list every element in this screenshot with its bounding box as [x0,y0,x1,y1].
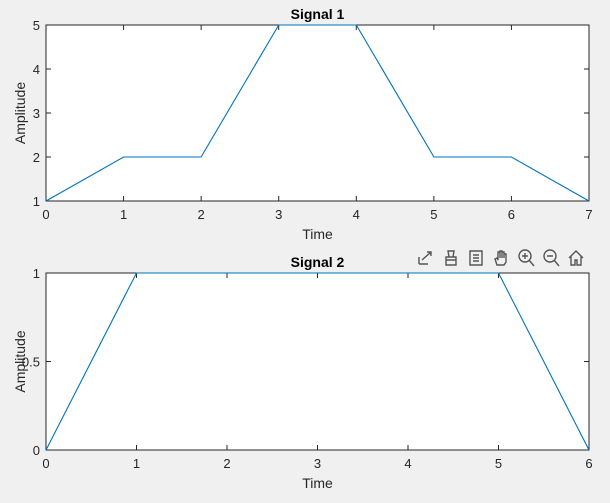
ticks: 0 1 2 3 4 5 6 0 0.5 1 [22,266,593,471]
x-tick-label: 6 [508,207,515,222]
x-tick-label: 2 [223,456,230,471]
legend-icon[interactable] [466,248,486,268]
export-icon[interactable] [416,248,436,268]
brush-icon[interactable] [441,248,461,268]
y-tick-label: 0 [33,443,40,458]
x-axis-label: Time [302,475,333,491]
axes-signal-2: 0 1 2 3 4 5 6 0 0.5 1 Signal 2 Time Amplitude [12,254,593,491]
plot-area [45,272,590,451]
y-tick-label: 1 [33,194,40,209]
y-tick-label: 2 [33,150,40,165]
x-tick-label: 5 [430,207,437,222]
x-tick-label: 3 [275,207,282,222]
series [45,272,590,451]
y-axis-label: Amplitude [12,330,28,392]
y-tick-label: 5 [33,18,40,33]
x-tick-label: 1 [120,207,127,222]
y-tick-label: 3 [33,106,40,121]
x-axis-label: Time [302,226,333,242]
x-tick-label: 5 [495,456,502,471]
x-tick-label: 1 [133,456,140,471]
series-line [45,272,590,451]
zoom-in-icon[interactable] [516,248,536,268]
pan-icon[interactable] [491,248,511,268]
series [45,24,590,202]
y-tick-label: 0.5 [22,355,40,370]
chart-title: Signal 2 [291,254,345,270]
x-tick-label: 3 [314,456,321,471]
series-line [45,24,590,202]
home-icon[interactable] [566,248,586,268]
axes-toolbar [416,248,586,268]
x-tick-label: 2 [198,207,205,222]
x-tick-label: 4 [353,207,360,222]
zoom-out-icon[interactable] [541,248,561,268]
x-tick-label: 6 [585,456,592,471]
x-tick-label: 0 [42,207,49,222]
plot-area [45,24,590,202]
y-tick-label: 1 [33,266,40,281]
y-tick-label: 4 [33,62,40,77]
chart-title: Signal 1 [291,6,345,22]
x-tick-label: 4 [404,456,411,471]
x-tick-label: 0 [42,456,49,471]
x-tick-label: 7 [585,207,592,222]
y-axis-label: Amplitude [12,82,28,144]
